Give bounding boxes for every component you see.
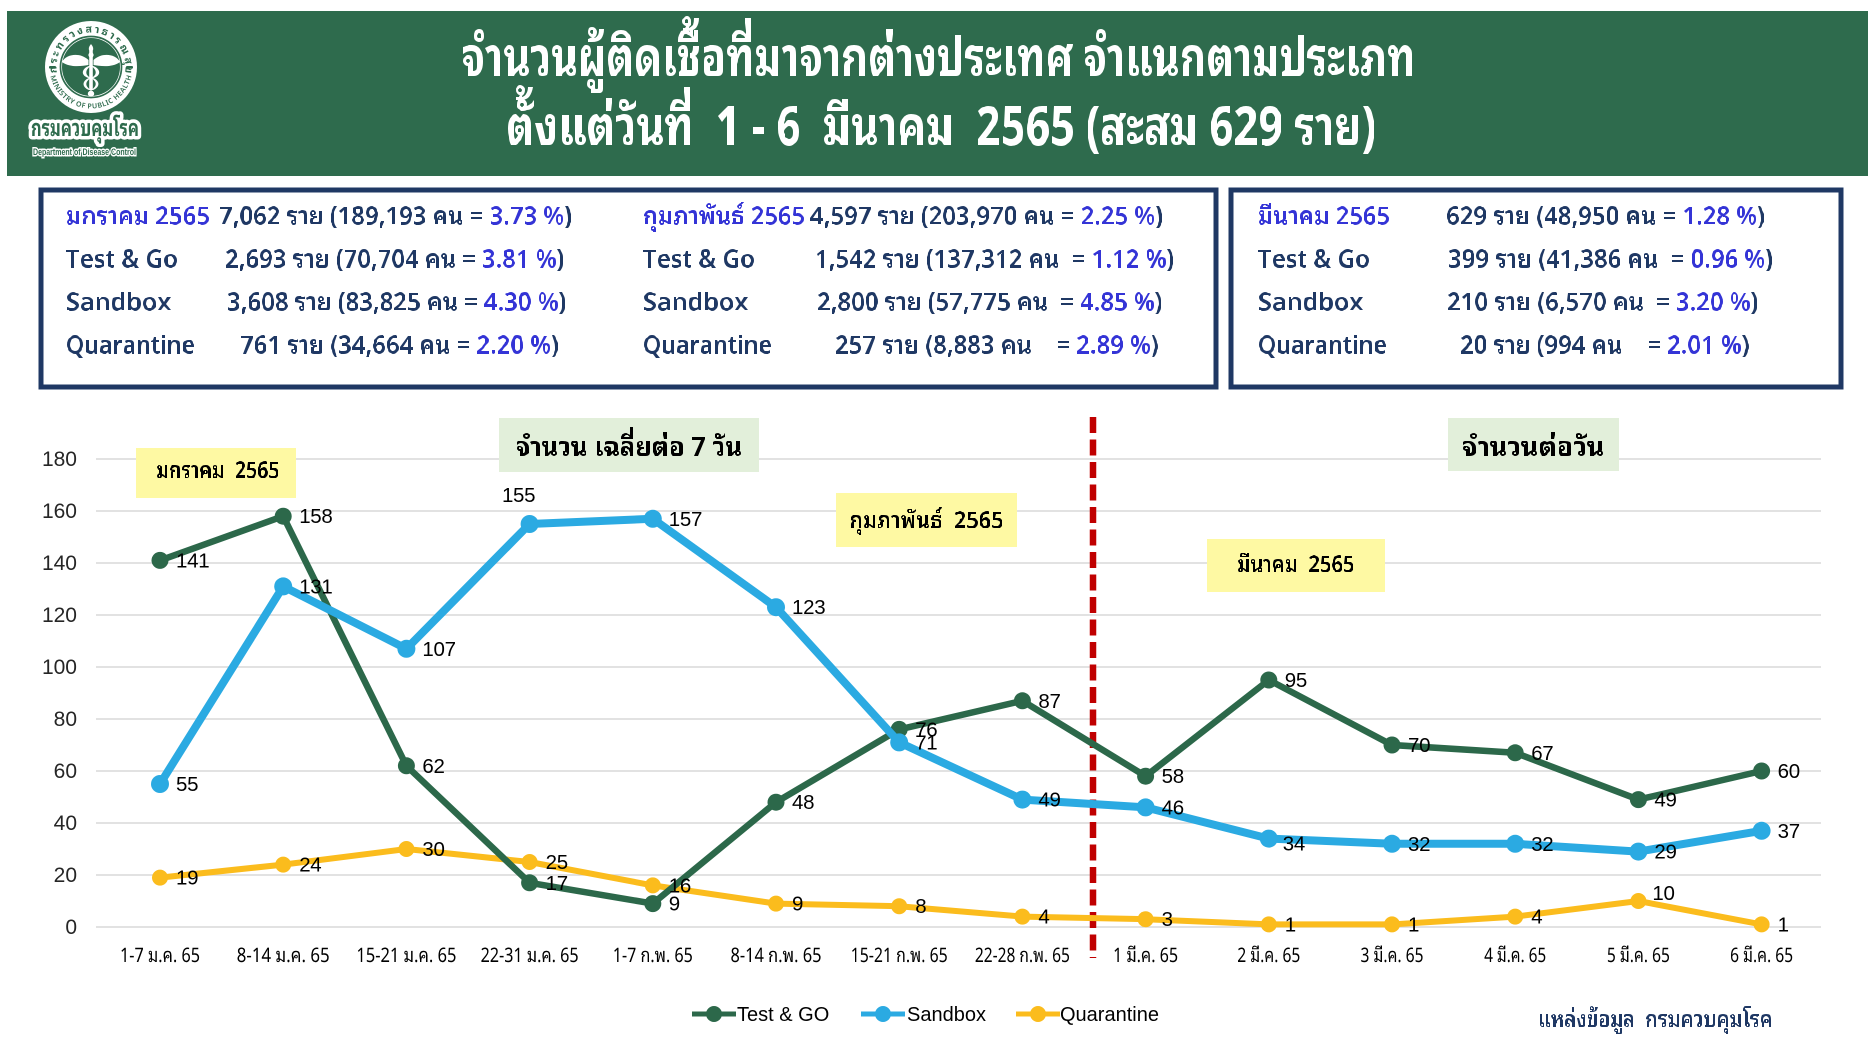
svg-text:120: 120	[42, 604, 77, 627]
svg-text:20: 20	[54, 864, 77, 887]
svg-text:87: 87	[1038, 690, 1060, 713]
svg-text:1: 1	[1285, 913, 1296, 936]
svg-text:67: 67	[1531, 742, 1553, 765]
svg-text:160: 160	[42, 500, 77, 523]
svg-text:Quarantine: Quarantine	[1060, 1004, 1159, 1026]
svg-text:60: 60	[1778, 760, 1800, 783]
svg-text:95: 95	[1285, 669, 1307, 692]
svg-text:4: 4	[1038, 906, 1049, 929]
svg-text:140: 140	[42, 552, 77, 575]
svg-text:46: 46	[1162, 796, 1184, 819]
svg-text:3: 3	[1162, 908, 1173, 931]
svg-text:0: 0	[65, 916, 77, 939]
svg-text:123: 123	[792, 596, 825, 619]
svg-text:25: 25	[546, 851, 568, 874]
svg-text:107: 107	[422, 638, 455, 661]
svg-text:100: 100	[42, 656, 77, 679]
svg-text:37: 37	[1778, 820, 1800, 843]
svg-text:24: 24	[299, 854, 321, 877]
svg-text:32: 32	[1531, 833, 1553, 856]
svg-text:19: 19	[176, 867, 198, 890]
svg-text:62: 62	[422, 755, 444, 778]
svg-text:55: 55	[176, 773, 198, 796]
svg-text:80: 80	[54, 708, 77, 731]
svg-text:9: 9	[669, 893, 680, 916]
svg-text:Test & GO: Test & GO	[737, 1004, 829, 1026]
svg-text:Sandbox: Sandbox	[907, 1004, 986, 1026]
svg-text:155: 155	[502, 484, 535, 507]
svg-text:34: 34	[1283, 833, 1305, 856]
svg-text:8: 8	[915, 895, 926, 918]
svg-text:76: 76	[915, 718, 937, 741]
svg-text:29: 29	[1654, 841, 1676, 864]
svg-text:30: 30	[422, 838, 444, 861]
svg-text:158: 158	[299, 505, 332, 528]
svg-text:10: 10	[1652, 882, 1674, 905]
svg-text:49: 49	[1654, 789, 1676, 812]
svg-text:180: 180	[42, 448, 77, 471]
svg-text:1: 1	[1408, 913, 1419, 936]
svg-text:157: 157	[669, 508, 702, 531]
svg-text:17: 17	[546, 872, 568, 895]
svg-text:1: 1	[1778, 913, 1789, 936]
svg-text:71: 71	[915, 731, 937, 754]
svg-text:32: 32	[1408, 833, 1430, 856]
svg-text:70: 70	[1408, 734, 1430, 757]
svg-text:49: 49	[1038, 789, 1060, 812]
svg-text:4: 4	[1531, 906, 1542, 929]
svg-text:131: 131	[299, 575, 332, 598]
svg-text:9: 9	[792, 893, 803, 916]
svg-text:141: 141	[176, 549, 209, 572]
svg-text:16: 16	[669, 874, 691, 897]
svg-text:40: 40	[54, 812, 77, 835]
svg-text:60: 60	[54, 760, 77, 783]
svg-text:Department of Disease Control: Department of Disease Control	[33, 147, 136, 158]
svg-text:58: 58	[1162, 765, 1184, 788]
svg-text:48: 48	[792, 791, 814, 814]
